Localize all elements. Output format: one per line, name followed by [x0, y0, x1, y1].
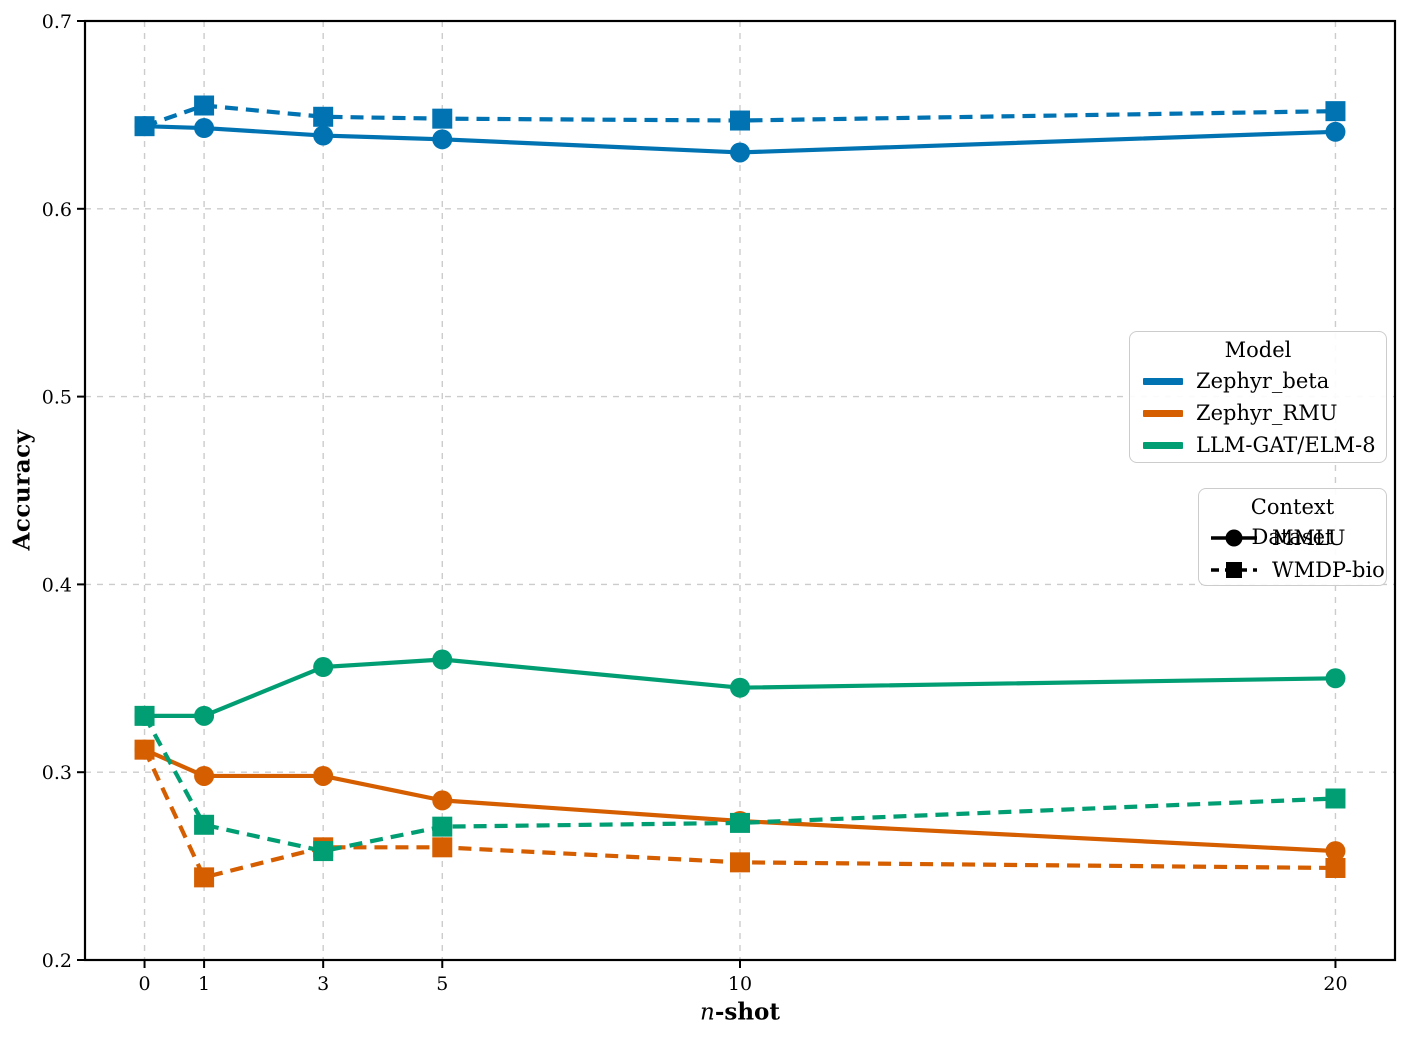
x-tick-label: 3 — [317, 973, 329, 995]
x-tick-label: 0 — [138, 973, 150, 995]
data-point-marker — [1325, 841, 1346, 862]
data-point-marker — [134, 739, 155, 760]
square-marker-icon — [1211, 562, 1257, 578]
legend-label: Zephyr_beta — [1196, 369, 1330, 393]
data-point-marker — [1325, 788, 1346, 809]
data-point-marker — [134, 705, 155, 726]
legend-label: LLM-GAT/ELM-8 — [1196, 433, 1376, 457]
data-point-marker — [313, 125, 334, 146]
data-point-marker — [432, 837, 453, 858]
legend-context-dataset-title: Context Dataset — [1250, 495, 1335, 549]
y-tick-label: 0.2 — [42, 950, 72, 972]
data-point-marker — [194, 118, 215, 139]
series-line-2 — [143, 747, 1336, 854]
y-axis-label: Accuracy — [9, 430, 36, 551]
legend-label: Zephyr_RMU — [1196, 401, 1338, 425]
legend-entry-zephyr-beta: Zephyr_beta — [1140, 365, 1376, 397]
x-axis-label-italic: n — [699, 999, 715, 1026]
legend-model: Model Zephyr_beta Zephyr_RMU LLM-GAT/ELM… — [1129, 331, 1387, 463]
data-point-marker — [730, 852, 750, 873]
data-point-marker — [194, 814, 215, 835]
data-point-marker — [432, 790, 453, 811]
y-tick-label: 0.6 — [42, 199, 72, 221]
x-axis-label-bold: -shot — [714, 998, 781, 1026]
series-line-5 — [142, 714, 1336, 854]
x-tick-label: 5 — [436, 973, 448, 995]
legend-model-title: Model — [1224, 338, 1292, 362]
series-line-3 — [142, 748, 1336, 880]
legend-label: WMDP-bio — [1272, 558, 1385, 582]
y-tick-label: 0.5 — [42, 387, 72, 409]
data-point-marker — [1325, 121, 1346, 142]
data-point-marker — [134, 116, 155, 137]
data-point-marker — [194, 95, 215, 116]
data-point-marker — [313, 841, 334, 862]
data-point-marker — [1325, 668, 1346, 689]
color-swatch-zephyr-rmu — [1143, 409, 1183, 417]
data-point-marker — [1325, 857, 1346, 878]
color-swatch-llm-gat-elm-8 — [1143, 441, 1183, 449]
y-axis-label-text: Accuracy — [8, 429, 36, 551]
data-point-marker — [730, 142, 750, 163]
data-point-marker — [432, 816, 453, 837]
data-point-marker — [194, 705, 215, 726]
legend-context-dataset: Context Dataset MMLU WMDP-bio — [1198, 488, 1387, 586]
data-point-marker — [432, 649, 453, 670]
color-swatch-zephyr-beta — [1143, 377, 1183, 385]
data-point-marker — [313, 765, 334, 786]
data-point-marker — [313, 657, 334, 678]
data-point-marker — [313, 106, 334, 127]
x-tick-label: 1 — [198, 973, 210, 995]
data-point-marker — [730, 812, 750, 833]
legend-label: MMLU — [1272, 526, 1346, 550]
x-axis-label: n-shot — [700, 999, 780, 1026]
circle-marker-icon — [1211, 529, 1257, 547]
data-point-marker — [730, 677, 750, 698]
x-tick-label: 20 — [1323, 973, 1347, 995]
legend-entry-llm-gat-elm-8: LLM-GAT/ELM-8 — [1140, 429, 1376, 461]
legend-entry-wmdp-bio: WMDP-bio — [1209, 554, 1385, 586]
x-tick-label: 10 — [728, 973, 752, 995]
data-point-marker — [730, 110, 750, 131]
data-point-marker — [432, 129, 453, 150]
data-point-marker — [194, 867, 215, 888]
data-point-marker — [432, 108, 453, 129]
y-tick-label: 0.4 — [42, 574, 72, 596]
data-point-marker — [1325, 101, 1346, 122]
legend-entry-mmlu: MMLU — [1209, 522, 1376, 554]
legend-entry-zephyr-rmu: Zephyr_RMU — [1140, 397, 1376, 429]
data-point-marker — [194, 765, 215, 786]
y-tick-label: 0.3 — [42, 762, 72, 784]
y-tick-label: 0.7 — [42, 11, 72, 33]
